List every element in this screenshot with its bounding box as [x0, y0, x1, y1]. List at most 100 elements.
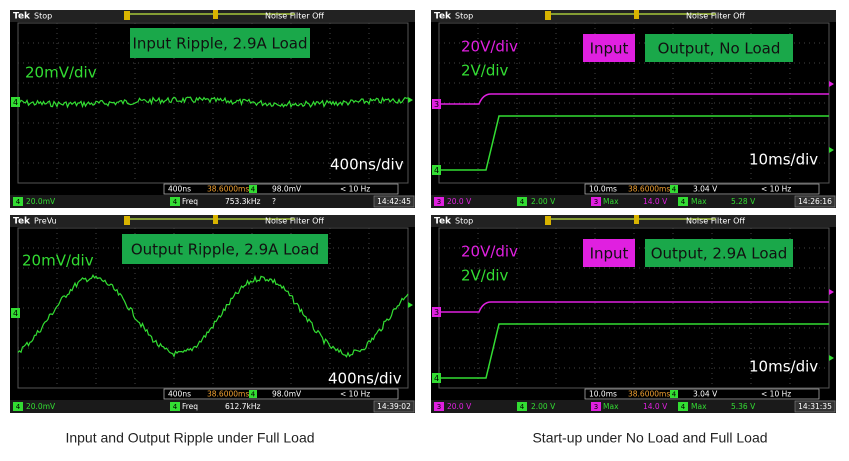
acq-status: PreVu [34, 217, 57, 226]
channel-chip [249, 185, 257, 193]
readout: 38.6000ms [207, 185, 249, 194]
cursor-tab [124, 216, 130, 225]
label: 20mV/div [25, 64, 97, 82]
readout-chip: 3 [437, 403, 441, 411]
channel-chip [434, 197, 444, 206]
label: 10ms/div [749, 151, 818, 169]
readout: 20.0 V [447, 197, 472, 206]
readout: 20.0 V [447, 402, 472, 411]
top-bar [10, 215, 415, 227]
acq-status: Stop [34, 12, 52, 21]
channel-marker-label: 3 [434, 100, 439, 109]
label-box [645, 239, 793, 267]
readout-chip: 4 [16, 198, 21, 206]
trigger-pos [634, 215, 639, 224]
level-arrow [829, 289, 834, 295]
readout: Freq [182, 197, 198, 206]
readout-box [584, 388, 820, 400]
trigger-pos [213, 215, 218, 224]
readout: 38.6000ms [207, 390, 249, 399]
scope-screen: Tek Stop Noise Filter Off 3 4 20V/div 2V/div In… [431, 215, 836, 413]
label: Output Ripple, 2.9A Load [131, 241, 319, 259]
channel-chip [517, 197, 527, 206]
readout: 3.04 V [693, 390, 718, 399]
acq-status: Stop [455, 217, 473, 226]
status-bar [431, 195, 836, 208]
label: 2V/div [461, 267, 509, 285]
readout: 20.0mV [26, 402, 56, 411]
scope-screen: Tek PreVu Noise Filter Off 4 Output Ripple, … [10, 215, 415, 413]
label-box [645, 34, 793, 62]
cursor-tab [124, 11, 130, 20]
channel-chip [670, 390, 678, 398]
level-arrow [829, 147, 834, 153]
readout-chip: 3 [594, 403, 598, 411]
level-arrow [408, 97, 413, 103]
channel-marker-label: 3 [434, 308, 439, 317]
readout-chip: 4 [173, 403, 178, 411]
channel-marker-label: 4 [434, 374, 439, 383]
readout-chip: 4 [520, 403, 525, 411]
channel-chip [249, 390, 257, 398]
label: Output, No Load [658, 40, 781, 58]
readout: 2.00 V [531, 197, 556, 206]
label: 20V/div [461, 38, 518, 56]
channel-marker [432, 373, 441, 383]
readout: ? [272, 197, 276, 206]
acq-status: Stop [455, 12, 473, 21]
top-bar [431, 10, 836, 22]
readout: Max [691, 402, 707, 411]
channel-marker [11, 308, 20, 318]
readout: 14.0 V [643, 197, 668, 206]
channel-chip [13, 402, 23, 411]
cursor-tab [545, 11, 551, 20]
label: 20V/div [461, 243, 518, 261]
top-bar [431, 215, 836, 227]
scope-screen: Tek Stop Noise Filter Off 3 4 20V/div 2V/div In… [431, 10, 836, 208]
channel-marker [432, 99, 441, 109]
top-bar [10, 10, 415, 22]
channel-marker-label: 4 [434, 166, 439, 175]
label-box [122, 234, 328, 264]
readout: 38.6000ms [628, 185, 670, 194]
caption: Input and Output Ripple under Full Load [65, 430, 314, 446]
readout-chip: 4 [251, 186, 256, 194]
readout: 20.0mV [26, 197, 56, 206]
channel-marker [432, 165, 441, 175]
clock: 14:31:35 [798, 402, 832, 411]
readout: 5.28 V [731, 197, 756, 206]
readout-chip: 4 [16, 403, 21, 411]
caption: Start-up under No Load and Full Load [532, 430, 767, 446]
channel-marker [11, 97, 20, 107]
clock-box [794, 195, 836, 208]
readout: Freq [182, 402, 198, 411]
readout-chip: 4 [173, 198, 178, 206]
readout: 400ns [168, 185, 191, 194]
channel-chip [678, 197, 688, 206]
label: Input [590, 40, 629, 58]
clock: 14:39:02 [377, 402, 411, 411]
level-arrow [829, 81, 834, 87]
label: 400ns/div [330, 156, 404, 174]
brand: Tek [434, 217, 452, 227]
readout-chip: 3 [437, 198, 441, 206]
readout: Max [691, 197, 707, 206]
readout: < 10 Hz [761, 390, 791, 399]
waveform-input [439, 93, 829, 105]
readout: 14.0 V [643, 402, 668, 411]
channel-chip [434, 402, 444, 411]
scope-screen: Tek Stop Noise Filter Off 4 Input Ripple, 2.… [10, 10, 415, 208]
readout: 10.0ms [589, 185, 617, 194]
readout: < 10 Hz [340, 390, 370, 399]
clock-box [373, 400, 415, 413]
readout: 612.7kHz [225, 402, 260, 411]
readout-chip: 4 [520, 198, 525, 206]
label: Input Ripple, 2.9A Load [132, 35, 307, 53]
channel-chip [517, 402, 527, 411]
channel-marker-label: 4 [13, 98, 18, 107]
channel-chip [170, 197, 180, 206]
readout: Max [603, 402, 619, 411]
brand: Tek [434, 12, 452, 22]
